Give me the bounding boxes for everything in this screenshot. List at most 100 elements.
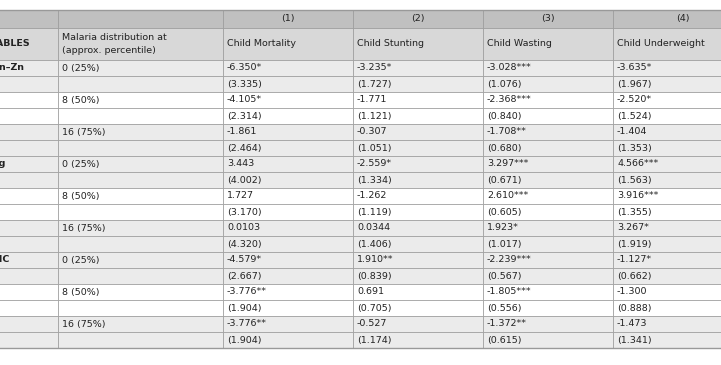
Bar [0, 252, 58, 268]
Bar [223, 60, 353, 76]
Text: 1.727: 1.727 [227, 192, 254, 200]
Bar [223, 188, 353, 204]
Bar [223, 252, 353, 268]
Text: (1.919): (1.919) [617, 239, 652, 249]
Text: (1.051): (1.051) [357, 143, 392, 153]
Text: (1.076): (1.076) [487, 80, 521, 88]
Bar [223, 124, 353, 140]
Bar [223, 316, 353, 332]
Bar [353, 172, 483, 188]
Bar [58, 236, 223, 252]
Bar [613, 204, 721, 220]
Bar [223, 92, 353, 108]
Bar [0, 172, 58, 188]
Text: (1.904): (1.904) [227, 335, 262, 345]
Bar [483, 156, 613, 172]
Bar [0, 76, 58, 92]
Bar [0, 188, 58, 204]
Text: (1.017): (1.017) [487, 239, 521, 249]
Bar [483, 236, 613, 252]
Text: -4.105*: -4.105* [227, 96, 262, 104]
Bar [0, 236, 58, 252]
Text: (4.002): (4.002) [227, 176, 262, 184]
Bar [58, 60, 223, 76]
Text: -2.559*: -2.559* [357, 160, 392, 169]
Bar [353, 140, 483, 156]
Text: 3.443: 3.443 [227, 160, 255, 169]
Text: 3.267*: 3.267* [617, 223, 649, 233]
Text: (0.705): (0.705) [357, 304, 392, 312]
Bar [613, 108, 721, 124]
Bar [58, 284, 223, 300]
Bar [353, 156, 483, 172]
Bar [58, 252, 223, 268]
Text: -1.805***: -1.805*** [487, 288, 531, 296]
Text: -1.771: -1.771 [357, 96, 387, 104]
Text: (3): (3) [541, 15, 555, 23]
Bar [483, 316, 613, 332]
Text: (0.840): (0.840) [487, 111, 521, 120]
Bar [353, 188, 483, 204]
Text: 0.0344: 0.0344 [357, 223, 390, 233]
Bar [0, 316, 58, 332]
Bar [223, 332, 353, 348]
Bar [58, 220, 223, 236]
Bar [483, 172, 613, 188]
Text: -1.861: -1.861 [227, 127, 257, 137]
Bar [613, 300, 721, 316]
Text: (0.605): (0.605) [487, 207, 521, 216]
Text: (1.341): (1.341) [617, 335, 652, 345]
Bar [353, 316, 483, 332]
Bar [483, 204, 613, 220]
Text: (0.556): (0.556) [487, 304, 521, 312]
Text: 3.916***: 3.916*** [617, 192, 658, 200]
Text: (approx. percentile): (approx. percentile) [62, 46, 156, 55]
Text: -1.473: -1.473 [617, 319, 647, 328]
Text: (0.615): (0.615) [487, 335, 521, 345]
Bar [0, 28, 58, 60]
Bar [0, 92, 58, 108]
Text: (4): (4) [676, 15, 690, 23]
Bar [613, 60, 721, 76]
Text: -1.372**: -1.372** [487, 319, 527, 328]
Bar [0, 300, 58, 316]
Text: 8 (50%): 8 (50%) [62, 96, 99, 104]
Bar [58, 316, 223, 332]
Text: -3.028***: -3.028*** [487, 64, 532, 73]
Text: -1.708**: -1.708** [487, 127, 527, 137]
Bar [613, 156, 721, 172]
Bar [0, 140, 58, 156]
Text: (1): (1) [281, 15, 295, 23]
Text: 16 (75%): 16 (75%) [62, 223, 105, 233]
Bar [353, 28, 483, 60]
Bar [0, 124, 58, 140]
Bar [58, 92, 223, 108]
Text: -2.520*: -2.520* [617, 96, 652, 104]
Text: (1.406): (1.406) [357, 239, 392, 249]
Bar [353, 204, 483, 220]
Bar [0, 284, 58, 300]
Text: (3.170): (3.170) [227, 207, 262, 216]
Bar [353, 252, 483, 268]
Text: -1.127*: -1.127* [617, 255, 652, 265]
Bar [483, 284, 613, 300]
Text: -2.239***: -2.239*** [487, 255, 532, 265]
Text: (1.174): (1.174) [357, 335, 392, 345]
Bar [483, 300, 613, 316]
Text: -1.300: -1.300 [617, 288, 647, 296]
Text: 16 (75%): 16 (75%) [62, 127, 105, 137]
Text: N–OMC: N–OMC [0, 255, 9, 265]
Bar [223, 108, 353, 124]
Bar [58, 140, 223, 156]
Bar [223, 236, 353, 252]
Bar [353, 76, 483, 92]
Bar [223, 268, 353, 284]
Text: VARIABLES: VARIABLES [0, 39, 30, 49]
Text: Child Underweight: Child Underweight [617, 39, 704, 49]
Bar [483, 220, 613, 236]
Bar [0, 108, 58, 124]
Text: (4.320): (4.320) [227, 239, 262, 249]
Text: (1.334): (1.334) [357, 176, 392, 184]
Text: (2): (2) [411, 15, 425, 23]
Bar [0, 332, 58, 348]
